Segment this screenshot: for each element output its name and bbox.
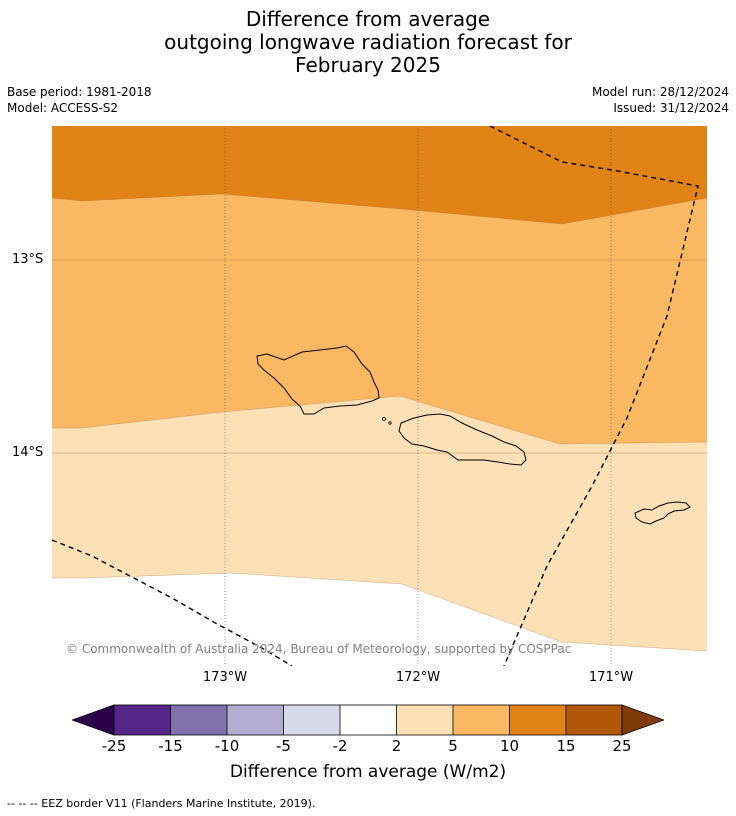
upolu-island-outline: [398, 413, 527, 466]
colorbar-bin: [227, 705, 284, 735]
base-period: Base period: 1981-2018: [7, 85, 152, 99]
colorbar-tick: 10: [499, 737, 520, 755]
meta-left: Base period: 1981-2018 Model: ACCESS-S2: [7, 84, 152, 116]
colorbar-bin: [114, 705, 171, 735]
map-svg: [52, 126, 707, 666]
issued-date: Issued: 31/12/2024: [613, 101, 729, 115]
colorbar-tick: -10: [214, 737, 240, 755]
colorbar-svg: [70, 704, 666, 736]
colorbar-tick: 5: [448, 737, 458, 755]
model-run: Model run: 28/12/2024: [591, 85, 729, 99]
colorbar-tick: -2: [332, 737, 348, 755]
colorbar-tick: -5: [276, 737, 291, 755]
eez-border: [489, 126, 699, 666]
islet: [388, 421, 392, 425]
colorbar-bin: [283, 705, 340, 735]
latitude-label-14s: 14°S: [12, 445, 44, 460]
eez-footnote: -- -- -- EEZ border V11 (Flanders Marine…: [7, 797, 316, 810]
contour-line: [52, 572, 707, 652]
colorbar-label: Difference from average (W/m2): [229, 762, 507, 782]
colorbar-bin: [566, 705, 622, 735]
latitude-label-13s: 13°S: [12, 252, 44, 267]
colorbar-outline: [113, 704, 623, 736]
colorbar-dividers: [170, 705, 567, 735]
colorbar-tick: -25: [101, 737, 127, 755]
copyright-text: © Commonwealth of Australia 2024, Bureau…: [66, 642, 572, 656]
eez-border: [52, 539, 293, 666]
contour-line: [52, 395, 707, 445]
contour-line: [52, 193, 707, 225]
longitude-label-172w: 172°W: [395, 670, 441, 685]
map-panel: [52, 126, 707, 666]
colorbar-tick: 15: [556, 737, 576, 755]
colorbar-bin: [340, 705, 397, 735]
longitude-label-173w: 173°W: [202, 670, 248, 685]
band-mid: [52, 194, 707, 444]
colorbar-tick: 25: [612, 737, 632, 755]
colorbar-extend-low: [70, 704, 115, 736]
band-high: [52, 126, 707, 224]
colorbar-tick: 2: [391, 737, 402, 755]
longitude-label-171w: 171°W: [588, 670, 634, 685]
title-line-3: February 2025: [295, 53, 441, 77]
title-line-2: outgoing longwave radiation forecast for: [164, 30, 572, 54]
colorbar-bin: [509, 705, 566, 735]
colorbar-bin: [170, 705, 227, 735]
title-line-1: Difference from average: [245, 7, 491, 31]
chart-title: Difference from average outgoing longwav…: [0, 8, 736, 77]
colorbar-tick: -15: [158, 737, 183, 755]
islet: [382, 417, 386, 421]
meta-right: Model run: 28/12/2024 Issued: 31/12/2024: [592, 84, 729, 116]
savaii-island-outline: [256, 345, 380, 415]
colorbar-bin: [396, 705, 453, 735]
colorbar: [70, 704, 666, 736]
colorbar-extend-high: [621, 704, 666, 736]
colorbar-bin: [453, 705, 510, 735]
band-low: [52, 396, 707, 651]
model-name: Model: ACCESS-S2: [7, 101, 119, 115]
tutuila-island-outline: [634, 501, 691, 525]
